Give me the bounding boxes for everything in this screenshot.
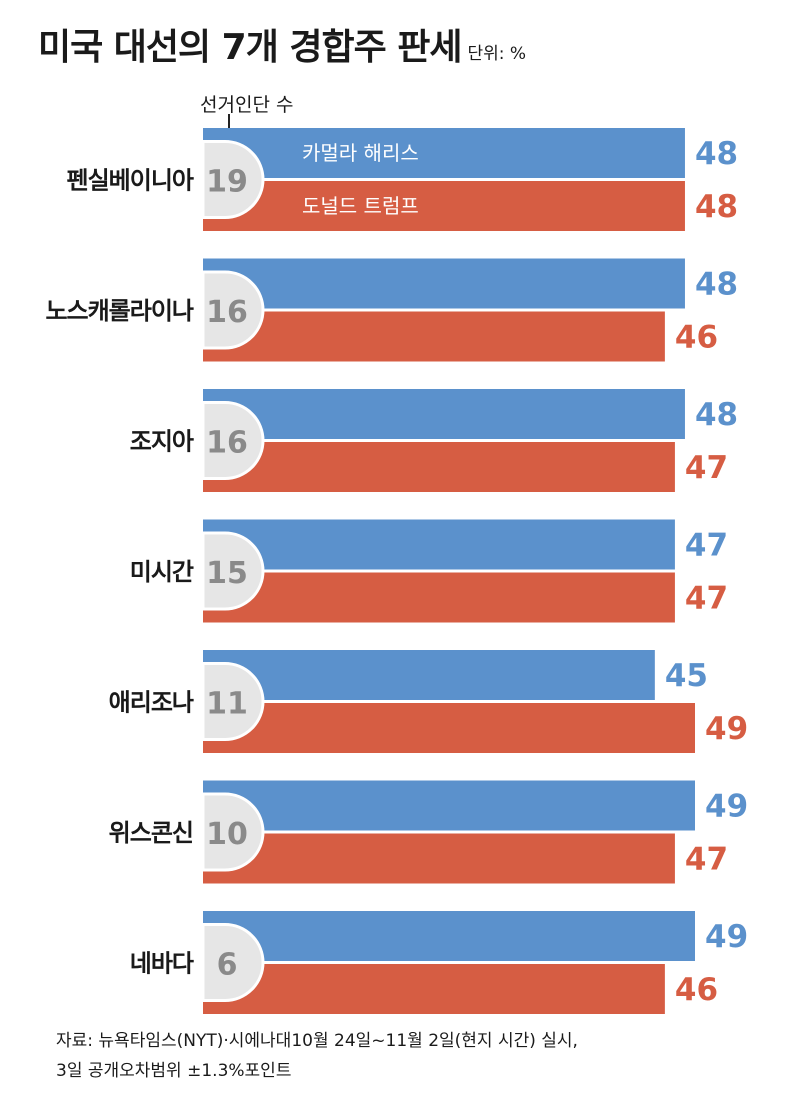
electoral-votes-value-2: 16 [206,295,248,330]
value-label-trump-7: 46 [675,972,718,1008]
electoral-votes-badge-7 [201,923,265,1002]
value-label-trump-3: 47 [685,450,728,486]
value-label-harris-6: 49 [705,789,748,825]
bar-trump-5 [203,703,695,753]
source-line-2: 3일 공개오차범위 ±1.3%포인트 [56,1061,292,1081]
chart-title-text: 미국 대선의 7개 경합주 판세 [38,27,463,68]
bar-trump-7 [203,964,665,1014]
electoral-votes-badge-5 [201,662,265,741]
bar-trump-2 [203,311,665,362]
value-label-trump-5: 49 [705,711,748,747]
bar-trump-1 [203,181,685,231]
source-line-1: 자료: 뉴욕타임스(NYT)·시에나대10월 24일~11월 2일(현지 시간)… [56,1031,578,1051]
state-label-1: 펜실베이니아 [67,167,194,195]
state-label-3: 조지아 [130,428,194,456]
electoral-votes-value-5: 11 [206,687,248,722]
bar-harris-1 [203,128,685,178]
electoral-votes-value-7: 6 [217,948,238,983]
electoral-votes-value-3: 16 [206,426,248,461]
electoral-votes-badge-4 [201,531,265,611]
state-label-4: 미시간 [130,558,194,586]
bar-harris-2 [203,258,685,309]
chart-title: 미국 대선의 7개 경합주 판세 단위: % [38,18,526,70]
electoral-votes-badge-3 [201,401,265,480]
state-label-2: 노스캐롤라이나 [45,297,193,325]
electoral-votes-badge-1 [201,140,265,219]
electoral-votes-value-4: 15 [206,556,248,591]
legend-trump: 도널드 트럼프 [302,194,419,218]
bar-trump-6 [203,833,675,884]
unit-label: 단위: % [467,44,527,64]
bar-harris-3 [203,389,685,439]
value-label-harris-5: 45 [665,658,708,694]
value-label-harris-1: 48 [695,136,738,172]
bar-harris-7 [203,911,695,961]
electoral-votes-value-1: 19 [206,165,248,200]
bar-harris-4 [203,519,675,570]
state-label-7: 네바다 [130,950,194,978]
value-label-harris-7: 49 [705,919,748,955]
value-label-harris-2: 48 [695,267,738,303]
value-label-trump-2: 46 [675,320,718,356]
electoral-votes-note: 선거인단 수 [200,94,294,116]
electoral-votes-badge-6 [201,792,265,872]
value-label-harris-4: 47 [685,528,728,564]
value-label-harris-3: 48 [695,397,738,433]
value-label-trump-4: 47 [685,581,728,617]
value-label-trump-1: 48 [695,189,738,225]
source-note: 자료: 뉴욕타임스(NYT)·시에나대10월 24일~11월 2일(현지 시간)… [56,1026,578,1086]
bar-harris-6 [203,780,695,831]
electoral-votes-badge-2 [201,270,265,350]
state-label-5: 애리조나 [109,689,194,717]
state-label-6: 위스콘신 [109,819,193,847]
bar-trump-4 [203,572,675,623]
legend-harris: 카멀라 해리스 [302,141,419,165]
bar-trump-3 [203,442,675,492]
electoral-votes-value-6: 10 [206,817,248,852]
value-label-trump-6: 47 [685,842,728,878]
bar-harris-5 [203,650,655,700]
